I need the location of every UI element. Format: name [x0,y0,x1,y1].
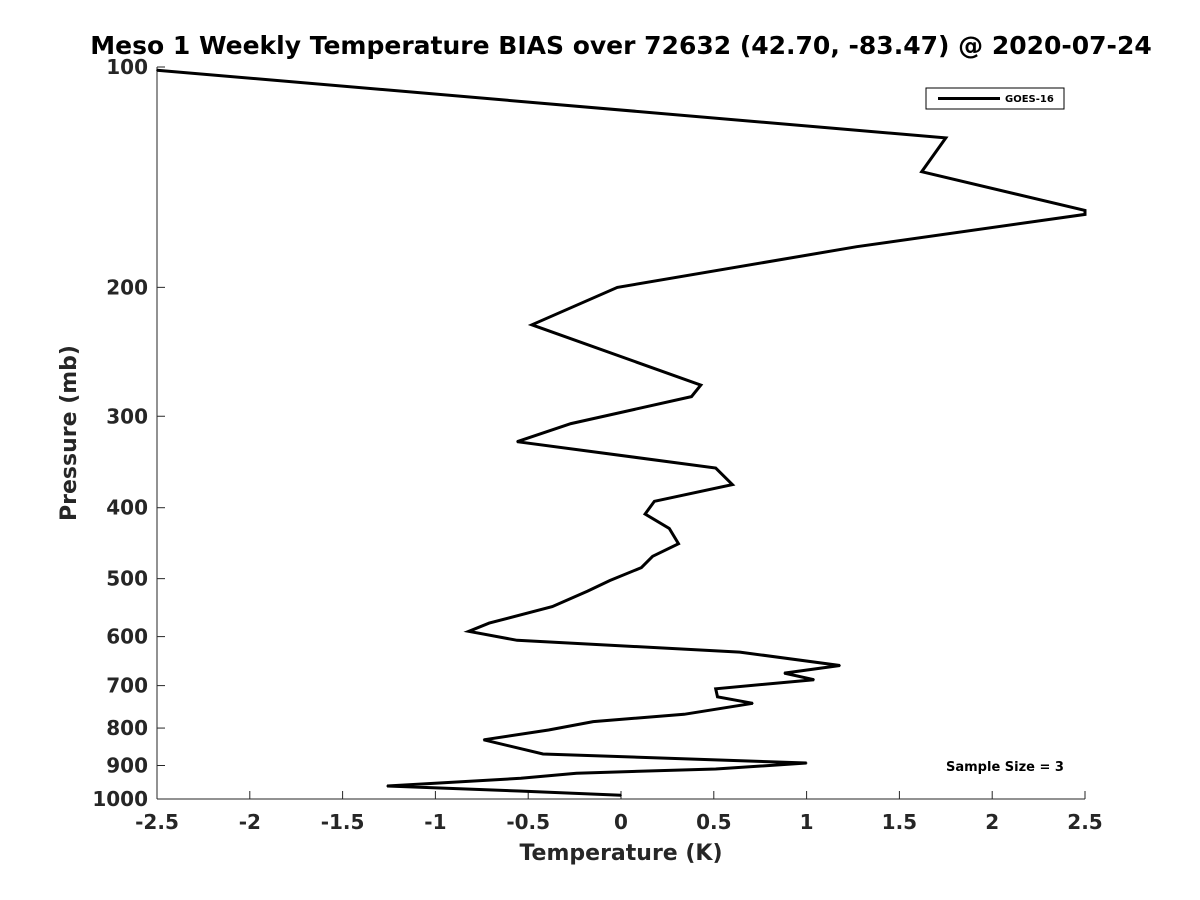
data-point [714,467,717,469]
x-tick-label: -2 [239,810,261,834]
data-point [714,688,717,690]
y-tick-label: 600 [106,625,148,649]
data-point [945,137,947,139]
y-tick-label: 100 [106,55,148,79]
data-point [156,69,158,71]
y-tick-label: 1000 [92,787,148,811]
data-point [668,527,671,530]
data-point [920,170,923,173]
sample-size-annotation: Sample Size = 3 [946,760,1064,775]
data-point [520,777,522,780]
data-point [616,286,619,289]
y-tick-label: 200 [106,275,148,299]
data-point [586,590,589,592]
x-tick-label: 2.5 [1067,810,1102,834]
data-point [518,790,520,792]
data-point [640,566,643,569]
data-point [690,395,693,398]
data-point [783,672,786,674]
data-point [592,720,594,723]
y-tick-label: 800 [106,716,148,740]
legend: GOES-16 [925,87,1065,110]
data-point [551,605,554,608]
data-point [609,579,611,582]
data-point [813,678,815,681]
x-tick-label: 1 [800,810,814,834]
data-point [570,422,572,425]
data-point [644,513,646,515]
data-point [386,785,388,787]
data-point [677,542,680,545]
legend-label-goes-16: GOES-16 [1005,94,1054,105]
data-point [739,651,741,653]
data-point [1084,209,1086,212]
data-point [1084,213,1086,216]
data-point [516,440,518,443]
x-tick-label: 2 [985,810,999,834]
y-tick-label: 300 [106,404,148,428]
data-point [575,772,578,774]
data-point [700,384,702,386]
x-axis-ticks: -2.5 -2 -1.5 -1 -0.5 0 0.5 1 1.5 2 2.5 [135,791,1103,834]
data-point [620,794,622,796]
data-point [651,555,654,558]
data-point [714,768,717,770]
x-tick-label: 1.5 [882,810,917,834]
data-point [805,762,808,764]
data-point [716,696,719,698]
x-tick-label: 0 [614,810,628,834]
y-tick-label: 500 [106,567,148,591]
data-point [731,483,734,486]
x-tick-label: 0.5 [696,810,731,834]
data-point [653,500,656,503]
x-tick-label: -0.5 [506,810,550,834]
y-axis-label: Pressure (mb) [57,345,82,521]
data-point [488,622,491,624]
data-point [839,664,841,667]
data-point [855,245,858,248]
data-point [542,753,544,755]
plot-area [157,67,1085,799]
chart-title: Meso 1 Weekly Temperature BIAS over 7263… [90,31,1151,60]
x-tick-label: -1 [424,810,446,834]
data-point [547,729,550,731]
data-point [516,639,518,642]
x-tick-label: -1.5 [321,810,365,834]
data-point [468,630,470,633]
data-point [752,702,754,705]
data-point [531,324,533,326]
data-point [482,739,485,741]
x-axis-label: Temperature (K) [519,841,722,866]
y-tick-label: 400 [106,496,148,520]
data-point [683,713,685,716]
y-tick-label: 900 [106,754,148,778]
x-tick-label: -2.5 [135,810,179,834]
y-tick-label: 700 [106,674,148,698]
series-points-goes-16 [156,69,1086,796]
y-axis-ticks: 100 200 300 400 500 600 700 800 900 1000 [92,55,165,811]
